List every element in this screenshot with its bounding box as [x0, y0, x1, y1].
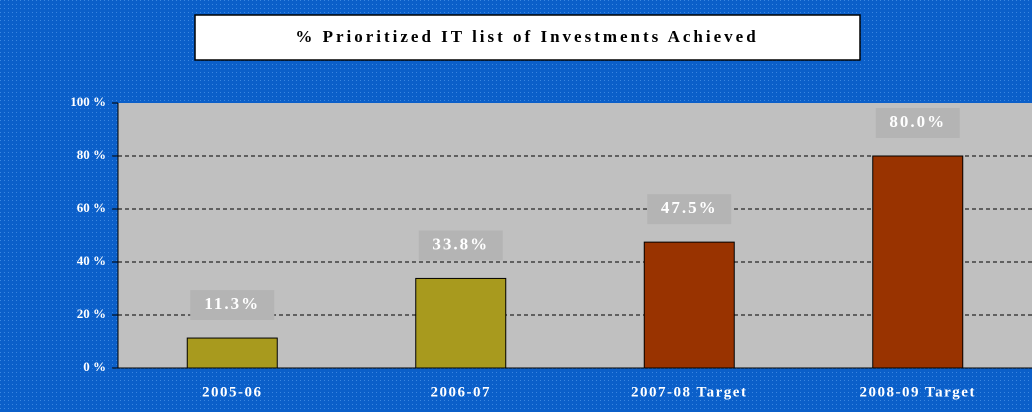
chart-title: % Prioritized IT list of Investments Ach…: [295, 27, 758, 46]
y-tick-label: 0 %: [83, 359, 106, 374]
x-tick-label: 2005-06: [202, 384, 263, 400]
bar: [415, 277, 507, 369]
x-tick-label: 2007-08 Target: [631, 384, 747, 400]
bar: [872, 155, 964, 369]
bar: [186, 337, 278, 369]
value-label: 80.0%: [889, 112, 946, 131]
x-tick-label: 2006-07: [431, 384, 492, 400]
y-tick-label: 40 %: [77, 253, 106, 268]
y-tick-label: 80 %: [77, 147, 106, 162]
value-label-box: [418, 230, 503, 261]
value-label: 33.8%: [432, 234, 489, 253]
title-box: [194, 14, 861, 61]
y-tick-label: 60 %: [77, 200, 106, 215]
value-label-box: [647, 194, 732, 225]
x-tick-label: 2008-09 Target: [860, 384, 976, 400]
value-label: 47.5%: [661, 198, 718, 217]
value-label-box: [875, 108, 960, 138]
y-tick-label: 100 %: [70, 94, 106, 109]
bar: [643, 241, 735, 369]
value-label-box: [190, 290, 275, 321]
y-tick-label: 20 %: [77, 306, 106, 321]
value-label: 11.3%: [204, 294, 260, 313]
